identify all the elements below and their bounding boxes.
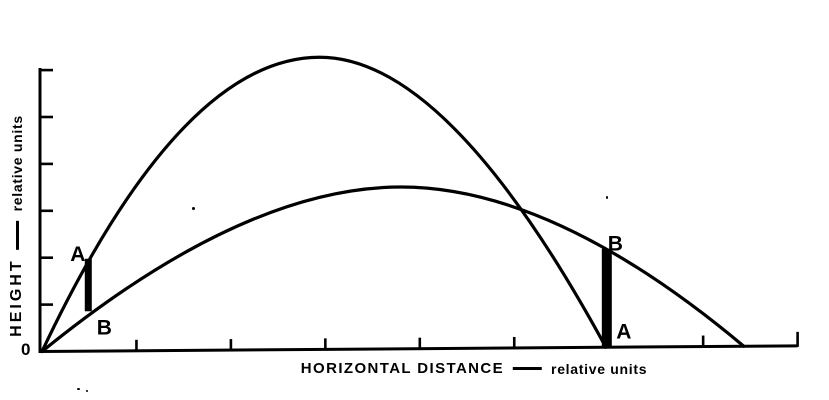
scan-speck (192, 207, 195, 210)
x-axis-title-caps: HORIZONTAL DISTANCE (300, 360, 505, 377)
y-axis-title-dash (15, 220, 19, 250)
flat-arc-trajectory-path (40, 185, 746, 354)
point-label-b: B (608, 233, 623, 256)
y-axis-title: HEIGHT relative units (8, 115, 26, 337)
high-arc-trajectory-path (40, 55, 608, 354)
x-axis-title: HORIZONTAL DISTANCE relative units (301, 360, 647, 377)
scan-speck (77, 388, 80, 390)
height-difference-bar (601, 248, 612, 348)
point-label-a: A (616, 320, 631, 343)
scan-speck (606, 196, 608, 199)
height-difference-bar (84, 258, 92, 312)
x-axis-title-dash (513, 367, 543, 370)
point-label-a: A (70, 243, 85, 266)
y-axis-title-units: relative units (9, 115, 25, 212)
x-axis-title-units: relative units (551, 360, 648, 377)
y-axis-title-caps: HEIGHT (8, 258, 25, 337)
origin-label: 0 (21, 340, 31, 359)
point-label-b: B (97, 317, 112, 340)
scan-speck (86, 390, 88, 392)
